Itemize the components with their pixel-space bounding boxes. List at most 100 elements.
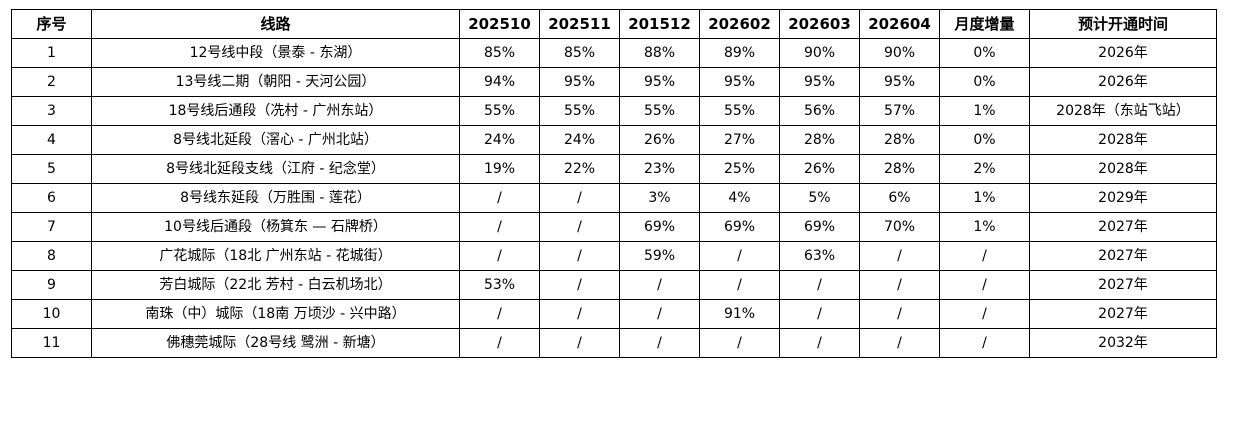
cell-progress: / bbox=[859, 328, 940, 358]
cell-progress: 4% bbox=[699, 183, 780, 213]
table-row: 6 8号线东延段（万胜围 - 莲花） //3% 4% 5% 6% 1% 2029年 bbox=[11, 183, 1217, 213]
cell-expected-opening: 2027年 bbox=[1029, 270, 1217, 300]
cell-progress: / bbox=[859, 299, 940, 329]
cell-progress: / bbox=[619, 270, 700, 300]
cell-progress: 95% bbox=[859, 67, 940, 97]
cell-line-name: 10号线后通段（杨箕东 — 石牌桥） bbox=[91, 212, 460, 242]
header-cell-month: 201512 bbox=[619, 9, 700, 39]
header-cell-monthly-increment: 月度增量 bbox=[939, 9, 1030, 39]
cell-monthly-increment: 1% bbox=[939, 183, 1030, 213]
cell-progress: 56% bbox=[779, 96, 860, 126]
cell-progress: 95% bbox=[539, 67, 620, 97]
header-cell-month: 202602 bbox=[699, 9, 780, 39]
cell-progress: / bbox=[459, 299, 540, 329]
cell-index: 2 bbox=[11, 67, 92, 97]
cell-expected-opening: 2027年 bbox=[1029, 241, 1217, 271]
table-row: 4 8号线北延段（滘心 - 广州北站） 24% 24% 26% 27% 28% 28% 0% 20… bbox=[11, 125, 1217, 155]
header-cell-month: 202603 bbox=[779, 9, 860, 39]
cell-progress: 55% bbox=[619, 96, 700, 126]
cell-progress: 28% bbox=[779, 125, 860, 155]
cell-line-name: 8号线北延段支线（江府 - 纪念堂） bbox=[91, 154, 460, 184]
cell-progress: 3% bbox=[619, 183, 700, 213]
cell-progress: 25% bbox=[699, 154, 780, 184]
cell-progress: 26% bbox=[779, 154, 860, 184]
cell-progress: / bbox=[459, 212, 540, 242]
cell-progress: 89% bbox=[699, 38, 780, 68]
cell-progress: 95% bbox=[699, 67, 780, 97]
cell-index: 7 bbox=[11, 212, 92, 242]
cell-progress: / bbox=[859, 270, 940, 300]
cell-monthly-increment: / bbox=[939, 241, 1030, 271]
cell-progress: 95% bbox=[619, 67, 700, 97]
table-row: 1 12号线中段（景泰 - 东湖） 85% 85% 88% 89% 90% 90% 0% 2026… bbox=[11, 38, 1217, 68]
cell-progress: / bbox=[539, 270, 620, 300]
cell-index: 3 bbox=[11, 96, 92, 126]
cell-progress: 90% bbox=[859, 38, 940, 68]
cell-progress: 70% bbox=[859, 212, 940, 242]
cell-progress: 91% bbox=[699, 299, 780, 329]
cell-index: 11 bbox=[11, 328, 92, 358]
cell-index: 10 bbox=[11, 299, 92, 329]
cell-expected-opening: 2027年 bbox=[1029, 212, 1217, 242]
header-cell-month: 202604 bbox=[859, 9, 940, 39]
header-row: 序号 线路 202510 202511 201512 202602 202603… bbox=[11, 9, 1217, 39]
cell-expected-opening: 2029年 bbox=[1029, 183, 1217, 213]
cell-progress: / bbox=[779, 299, 860, 329]
cell-index: 9 bbox=[11, 270, 92, 300]
cell-line-name: 南珠（中）城际（18南 万顷沙 - 兴中路） bbox=[91, 299, 460, 329]
cell-monthly-increment: / bbox=[939, 270, 1030, 300]
cell-progress: / bbox=[539, 328, 620, 358]
cell-index: 5 bbox=[11, 154, 92, 184]
cell-monthly-increment: 2% bbox=[939, 154, 1030, 184]
cell-expected-opening: 2032年 bbox=[1029, 328, 1217, 358]
header-cell-line: 线路 bbox=[91, 9, 460, 39]
table-row: 8 广花城际（18北 广州东站 - 花城街） //59%/63% //2027年 bbox=[11, 241, 1217, 271]
cell-line-name: 12号线中段（景泰 - 东湖） bbox=[91, 38, 460, 68]
cell-progress: 69% bbox=[699, 212, 780, 242]
header-cell-index: 序号 bbox=[11, 9, 92, 39]
table-body: 1 12号线中段（景泰 - 东湖） 85% 85% 88% 89% 90% 90% 0% 2026… bbox=[11, 38, 1217, 358]
cell-progress: 85% bbox=[539, 38, 620, 68]
cell-progress: 27% bbox=[699, 125, 780, 155]
cell-progress: 24% bbox=[459, 125, 540, 155]
cell-progress: 85% bbox=[459, 38, 540, 68]
cell-progress: 69% bbox=[619, 212, 700, 242]
cell-line-name: 8号线北延段（滘心 - 广州北站） bbox=[91, 125, 460, 155]
table-row: 10 南珠（中）城际（18南 万顷沙 - 兴中路） / //91% / //2027年 bbox=[11, 299, 1217, 329]
cell-progress: / bbox=[859, 241, 940, 271]
cell-progress: 88% bbox=[619, 38, 700, 68]
cell-progress: 69% bbox=[779, 212, 860, 242]
cell-progress: 55% bbox=[459, 96, 540, 126]
cell-line-name: 广花城际（18北 广州东站 - 花城街） bbox=[91, 241, 460, 271]
cell-monthly-increment: 0% bbox=[939, 38, 1030, 68]
cell-monthly-increment: / bbox=[939, 328, 1030, 358]
cell-progress: 22% bbox=[539, 154, 620, 184]
cell-progress: / bbox=[459, 183, 540, 213]
cell-progress: / bbox=[539, 241, 620, 271]
cell-progress: / bbox=[539, 299, 620, 329]
cell-line-name: 佛穗莞城际（28号线 鹭洲 - 新塘） bbox=[91, 328, 460, 358]
table-row: 9 芳白城际（22北 芳村 - 白云机场北） 53% / / / / //2027年 bbox=[11, 270, 1217, 300]
cell-progress: 26% bbox=[619, 125, 700, 155]
cell-progress: / bbox=[699, 241, 780, 271]
cell-index: 6 bbox=[11, 183, 92, 213]
cell-progress: 57% bbox=[859, 96, 940, 126]
cell-progress: 6% bbox=[859, 183, 940, 213]
header-cell-expected-opening: 预计开通时间 bbox=[1029, 9, 1217, 39]
cell-expected-opening: 2028年 bbox=[1029, 125, 1217, 155]
cell-index: 1 bbox=[11, 38, 92, 68]
cell-progress: / bbox=[459, 328, 540, 358]
cell-progress: 5% bbox=[779, 183, 860, 213]
table-row: 5 8号线北延段支线（江府 - 纪念堂） 19% 22% 23% 25% 26% 28% 2% 2… bbox=[11, 154, 1217, 184]
header-cell-month: 202510 bbox=[459, 9, 540, 39]
cell-progress: 90% bbox=[779, 38, 860, 68]
cell-progress: / bbox=[459, 241, 540, 271]
cell-index: 4 bbox=[11, 125, 92, 155]
cell-progress: 63% bbox=[779, 241, 860, 271]
cell-progress: / bbox=[619, 328, 700, 358]
cell-monthly-increment: 1% bbox=[939, 96, 1030, 126]
table-row: 7 10号线后通段（杨箕东 — 石牌桥） //69% 69% 69% 70% 1% 2027年 bbox=[11, 212, 1217, 242]
cell-progress: 19% bbox=[459, 154, 540, 184]
cell-progress: 95% bbox=[779, 67, 860, 97]
cell-expected-opening: 2026年 bbox=[1029, 67, 1217, 97]
